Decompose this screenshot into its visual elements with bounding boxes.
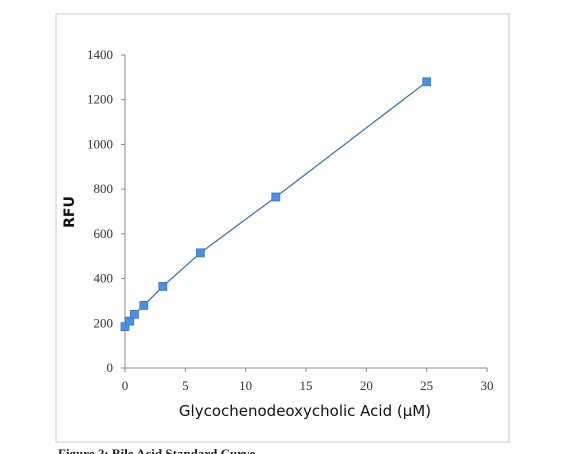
x-tick-label: 10 <box>239 378 252 393</box>
y-tick-label: 400 <box>94 271 114 286</box>
y-axis-title: RFU <box>62 196 78 228</box>
y-tick-label: 200 <box>94 315 114 330</box>
data-point <box>129 309 139 319</box>
y-tick-label: 800 <box>94 181 114 196</box>
y-tick-label: 1000 <box>87 136 113 151</box>
series-line <box>124 81 428 327</box>
chart-frame <box>55 13 510 443</box>
figure-caption: Figure 2: Bile Acid Standard Curve <box>58 446 256 454</box>
y-tick-label: 1400 <box>87 47 113 62</box>
y-tick-label: 0 <box>107 360 114 375</box>
data-point <box>139 300 149 310</box>
data-point <box>195 248 205 258</box>
axes <box>121 54 488 372</box>
data-point <box>271 192 281 202</box>
y-tick-label: 600 <box>94 226 114 241</box>
tick-labels: 0 200 400 600 800 1000 1200 1400 0 5 10 15 20 25 30 <box>87 47 494 393</box>
y-tick-label: 1200 <box>87 92 113 107</box>
x-axis-title: Glycochenodeoxycholic Acid (µM) <box>179 402 431 420</box>
x-tick-label: 20 <box>360 378 373 393</box>
x-tick-label: 5 <box>182 378 189 393</box>
x-tick-label: 30 <box>481 378 494 393</box>
data-series <box>120 77 432 332</box>
x-tick-label: 0 <box>122 378 129 393</box>
data-point <box>125 316 135 326</box>
data-point <box>120 322 130 332</box>
x-tick-label: 25 <box>420 378 433 393</box>
x-tick-label: 15 <box>300 378 313 393</box>
data-point <box>158 281 168 291</box>
data-point <box>422 77 432 87</box>
